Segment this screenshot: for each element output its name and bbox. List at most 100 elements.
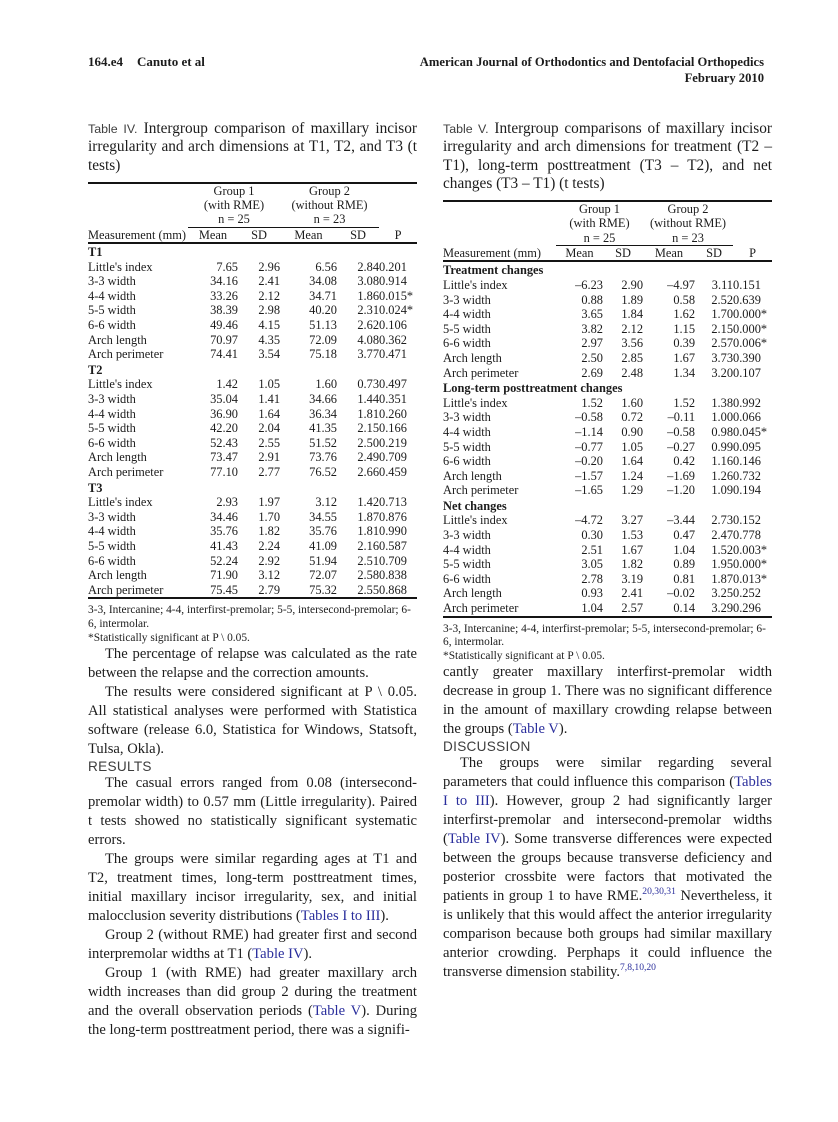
value-cell: 2.62 bbox=[357, 318, 380, 333]
paragraph: The percentage of relapse was calculated… bbox=[88, 646, 417, 682]
col-header-mean: Mean bbox=[280, 227, 338, 245]
table-row: 5-5 width 38.39 2.98 40.20 2.31 0.024* bbox=[88, 303, 417, 318]
table-row: Little's index –6.23 2.90 –4.97 3.11 0.151 bbox=[443, 278, 772, 293]
value-cell: 2.31 bbox=[357, 303, 380, 318]
value-cell: 1.34 bbox=[673, 365, 696, 380]
crossref-link-table-iv[interactable]: Table IV bbox=[252, 946, 304, 963]
p-value-cell: 0.868 bbox=[379, 582, 407, 597]
table-iv-caption: Table IV. Intergroup comparison of maxil… bbox=[88, 120, 417, 175]
value-cell: 1.38 bbox=[711, 395, 734, 410]
measurement-label: 6-6 width bbox=[88, 553, 136, 568]
table-section-label: Net changes bbox=[443, 498, 507, 513]
text-run: ). bbox=[558, 721, 568, 738]
measurement-label: Arch perimeter bbox=[88, 465, 164, 479]
value-cell: 0.30 bbox=[581, 528, 603, 543]
p-value-cell: 0.146 bbox=[733, 454, 761, 469]
table-row: Arch perimeter –1.65 1.29 –1.20 1.09 0.194 bbox=[443, 483, 772, 498]
value-cell: 3.05 bbox=[581, 557, 603, 572]
table-section-row: T1 bbox=[88, 243, 417, 260]
crossref-link-tables-i-iii[interactable]: Tables I to III bbox=[443, 774, 772, 810]
value-cell: 0.72 bbox=[621, 410, 644, 425]
value-cell: 42.20 bbox=[210, 421, 238, 436]
table-row: Arch length –1.57 1.24 –1.69 1.26 0.732 bbox=[443, 469, 772, 484]
crossref-link-tables-i-iii[interactable]: Tables I to III bbox=[300, 908, 381, 925]
value-cell: 0.42 bbox=[673, 454, 696, 469]
table-row: Arch length 71.90 3.12 72.07 2.58 0.838 bbox=[88, 568, 417, 583]
text-run: ). During the long-term posttreatment pe… bbox=[88, 1003, 417, 1039]
value-cell: –0.02 bbox=[667, 586, 696, 601]
value-cell: 2.51 bbox=[357, 553, 380, 568]
table-row: Little's index 1.52 1.60 1.52 1.38 0.992 bbox=[443, 396, 772, 411]
p-value-cell: 0.838 bbox=[379, 568, 407, 583]
value-cell: 3.82 bbox=[581, 321, 603, 336]
value-cell: 1.89 bbox=[621, 292, 644, 307]
col-header-p: P bbox=[733, 201, 773, 263]
measurement-label: 3-3 width bbox=[443, 410, 491, 425]
value-cell: 52.24 bbox=[210, 553, 238, 568]
table-row: 4-4 width 33.26 2.12 34.71 1.86 0.015* bbox=[88, 289, 417, 304]
measurement-label: Arch length bbox=[88, 332, 147, 347]
table-row: Arch length 73.47 2.91 73.76 2.49 0.709 bbox=[88, 450, 417, 465]
p-value-cell: 0.252 bbox=[733, 586, 761, 601]
citation-superscript: 7,8,10,20 bbox=[620, 963, 656, 974]
measurement-label: Arch perimeter bbox=[443, 483, 519, 498]
table-row: 4-4 width 3.65 1.84 1.62 1.70 0.000* bbox=[443, 307, 772, 322]
value-cell: 4.35 bbox=[258, 332, 281, 347]
value-cell: –1.20 bbox=[667, 483, 696, 498]
p-value-cell: 0.151 bbox=[733, 277, 761, 292]
value-cell: –1.14 bbox=[575, 424, 603, 439]
value-cell: 38.39 bbox=[210, 303, 238, 318]
col-header-sd: SD bbox=[337, 227, 380, 245]
value-cell: 2.77 bbox=[258, 465, 281, 479]
table-row: Arch perimeter 74.41 3.54 75.18 3.77 0.471 bbox=[88, 347, 417, 362]
crossref-link-table-iv[interactable]: Table IV bbox=[447, 831, 501, 848]
p-value-cell: 0.095 bbox=[733, 439, 761, 454]
text-run: The groups were similar regarding severa… bbox=[443, 755, 772, 791]
value-cell: 73.47 bbox=[210, 450, 238, 465]
value-cell: 2.57 bbox=[621, 601, 644, 616]
crossref-link-table-v[interactable]: Table V bbox=[512, 721, 559, 738]
citation-link[interactable]: 7,8,10,20 bbox=[620, 962, 656, 974]
measurement-label: Arch perimeter bbox=[443, 601, 519, 616]
table-v-footnotes: 3-3, Intercanine; 4-4, interfirst-premol… bbox=[443, 623, 772, 664]
col-header-mean: Mean bbox=[643, 245, 696, 263]
table-v-caption: Table V. Intergroup comparisons of maxil… bbox=[443, 120, 772, 193]
value-cell: 2.49 bbox=[357, 450, 380, 465]
value-cell: 35.76 bbox=[309, 524, 338, 539]
running-head: 164.e4 Canuto et al American Journal of O… bbox=[88, 54, 764, 86]
value-cell: –0.20 bbox=[575, 454, 603, 469]
value-cell: 41.35 bbox=[309, 421, 338, 436]
authors: Canuto et al bbox=[137, 54, 205, 69]
journal-title: American Journal of Orthodontics and Den… bbox=[419, 55, 764, 69]
value-cell: 34.66 bbox=[309, 392, 338, 407]
table-row: 6-6 width 2.78 3.19 0.81 1.87 0.013* bbox=[443, 572, 772, 587]
paragraph: The groups were similar regarding severa… bbox=[443, 754, 772, 982]
measurement-label: 5-5 width bbox=[443, 557, 491, 572]
col-header-p: P bbox=[379, 182, 418, 245]
value-cell: 2.12 bbox=[621, 321, 644, 336]
crossref-link-table-v[interactable]: Table V bbox=[312, 1003, 362, 1020]
p-value-cell: 0.362 bbox=[379, 332, 407, 347]
measurement-label: Arch length bbox=[443, 586, 502, 601]
p-value-cell: 0.390 bbox=[733, 350, 761, 365]
measurement-label: 5-5 width bbox=[88, 538, 136, 553]
table-section-label: T1 bbox=[88, 245, 103, 260]
value-cell: 1.26 bbox=[711, 468, 734, 483]
measurement-label: 4-4 width bbox=[443, 424, 491, 439]
table-row: Arch perimeter 1.04 2.57 0.14 3.29 0.296 bbox=[443, 601, 772, 617]
value-cell: 1.42 bbox=[357, 495, 380, 510]
value-cell: 0.81 bbox=[673, 571, 696, 586]
p-value-cell: 0.260 bbox=[379, 406, 407, 421]
value-cell: 1.70 bbox=[711, 307, 734, 322]
value-cell: 77.10 bbox=[210, 465, 238, 479]
p-value-cell: 0.045* bbox=[733, 424, 768, 439]
abbreviation-note: 3-3, Intercanine; 4-4, interfirst-premol… bbox=[88, 604, 411, 630]
value-cell: 34.55 bbox=[309, 509, 338, 524]
value-cell: 34.46 bbox=[210, 509, 238, 524]
citation-link[interactable]: 20,30,31 bbox=[642, 886, 676, 898]
citation-superscript: 20,30,31 bbox=[642, 887, 676, 898]
measurement-label: Arch perimeter bbox=[88, 582, 164, 597]
p-value-cell: 0.166 bbox=[379, 421, 407, 436]
value-cell: 1.97 bbox=[258, 495, 281, 510]
value-cell: 3.73 bbox=[711, 350, 734, 365]
